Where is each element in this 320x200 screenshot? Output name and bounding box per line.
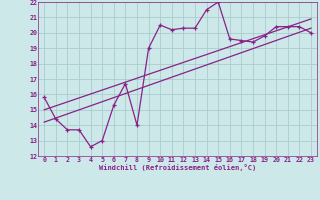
X-axis label: Windchill (Refroidissement éolien,°C): Windchill (Refroidissement éolien,°C) [99,164,256,171]
